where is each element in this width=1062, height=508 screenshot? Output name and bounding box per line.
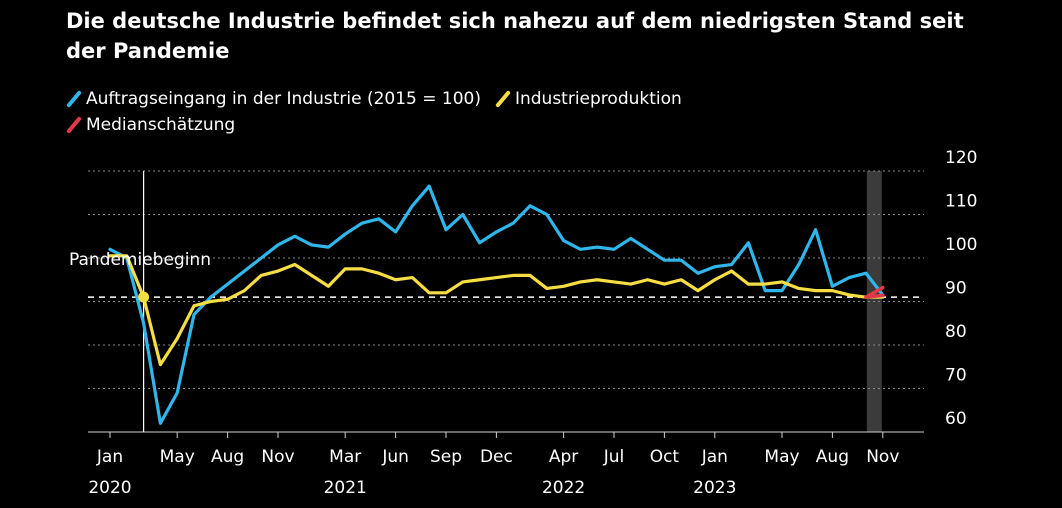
x-tick-label-apr-8: Apr xyxy=(549,447,578,467)
estimate-line-3 xyxy=(864,293,885,299)
y-tick-label-80: 80 xyxy=(945,322,967,342)
x-tick-label-sep-6: Sep xyxy=(430,447,462,467)
y-tick-label-110: 110 xyxy=(945,192,977,212)
legend-row-1: Auftragseingang in der Industrie (2015 =… xyxy=(66,86,966,112)
legend-label-estimate: Medianschätzung xyxy=(86,115,236,135)
x-tick-year-2021: 2021 xyxy=(324,478,367,498)
x-tick-label-nov-14: Nov xyxy=(866,447,899,467)
series-line-orders xyxy=(108,184,885,425)
legend-label-orders: Auftragseingang in der Industrie (2015 =… xyxy=(86,89,481,109)
x-tick-label-aug-13: Aug xyxy=(816,447,849,467)
x-tick-label-aug-2: Aug xyxy=(211,447,244,467)
x-tick-label-jul-9: Jul xyxy=(603,447,625,467)
x-tick-label-dec-7: Dec xyxy=(480,447,513,467)
legend-item-orders: Auftragseingang in der Industrie (2015 =… xyxy=(66,89,481,109)
y-tick-label-100: 100 xyxy=(945,235,977,255)
chart-title: Die deutsche Industrie befindet sich nah… xyxy=(66,9,964,63)
x-tick-label-may-12: May xyxy=(764,447,799,467)
y-tick-label-90: 90 xyxy=(945,279,967,299)
x-tick-label-jan-0: Jan xyxy=(96,447,123,467)
x-tick-year-2020: 2020 xyxy=(88,478,131,498)
x-tick-label-jan-11: Jan xyxy=(701,447,728,467)
legend-item-production: Industrieproduktion xyxy=(495,89,682,109)
x-tick-label-jun-5: Jun xyxy=(381,447,409,467)
legend-row-2: Medianschätzung xyxy=(66,112,966,138)
legend-label-production: Industrieproduktion xyxy=(514,89,682,109)
legend-item-estimate: Medianschätzung xyxy=(66,115,235,135)
x-tick-year-2022: 2022 xyxy=(542,478,585,498)
y-tick-label-120: 120 xyxy=(945,148,977,168)
x-tick-label-oct-10: Oct xyxy=(650,447,680,467)
y-tick-label-70: 70 xyxy=(945,366,967,386)
pandemic-start-marker xyxy=(138,291,150,303)
legend: Auftragseingang in der Industrie (2015 =… xyxy=(66,86,966,138)
x-tick-label-mar-4: Mar xyxy=(329,447,361,467)
annotation-label: Pandemiebeginn xyxy=(69,250,211,270)
y-tick-label-60: 60 xyxy=(945,409,967,429)
x-tick-label-may-1: May xyxy=(160,447,195,467)
x-tick-label-nov-3: Nov xyxy=(261,447,294,467)
series-line-production xyxy=(108,254,885,367)
x-tick-year-2023: 2023 xyxy=(693,478,736,498)
